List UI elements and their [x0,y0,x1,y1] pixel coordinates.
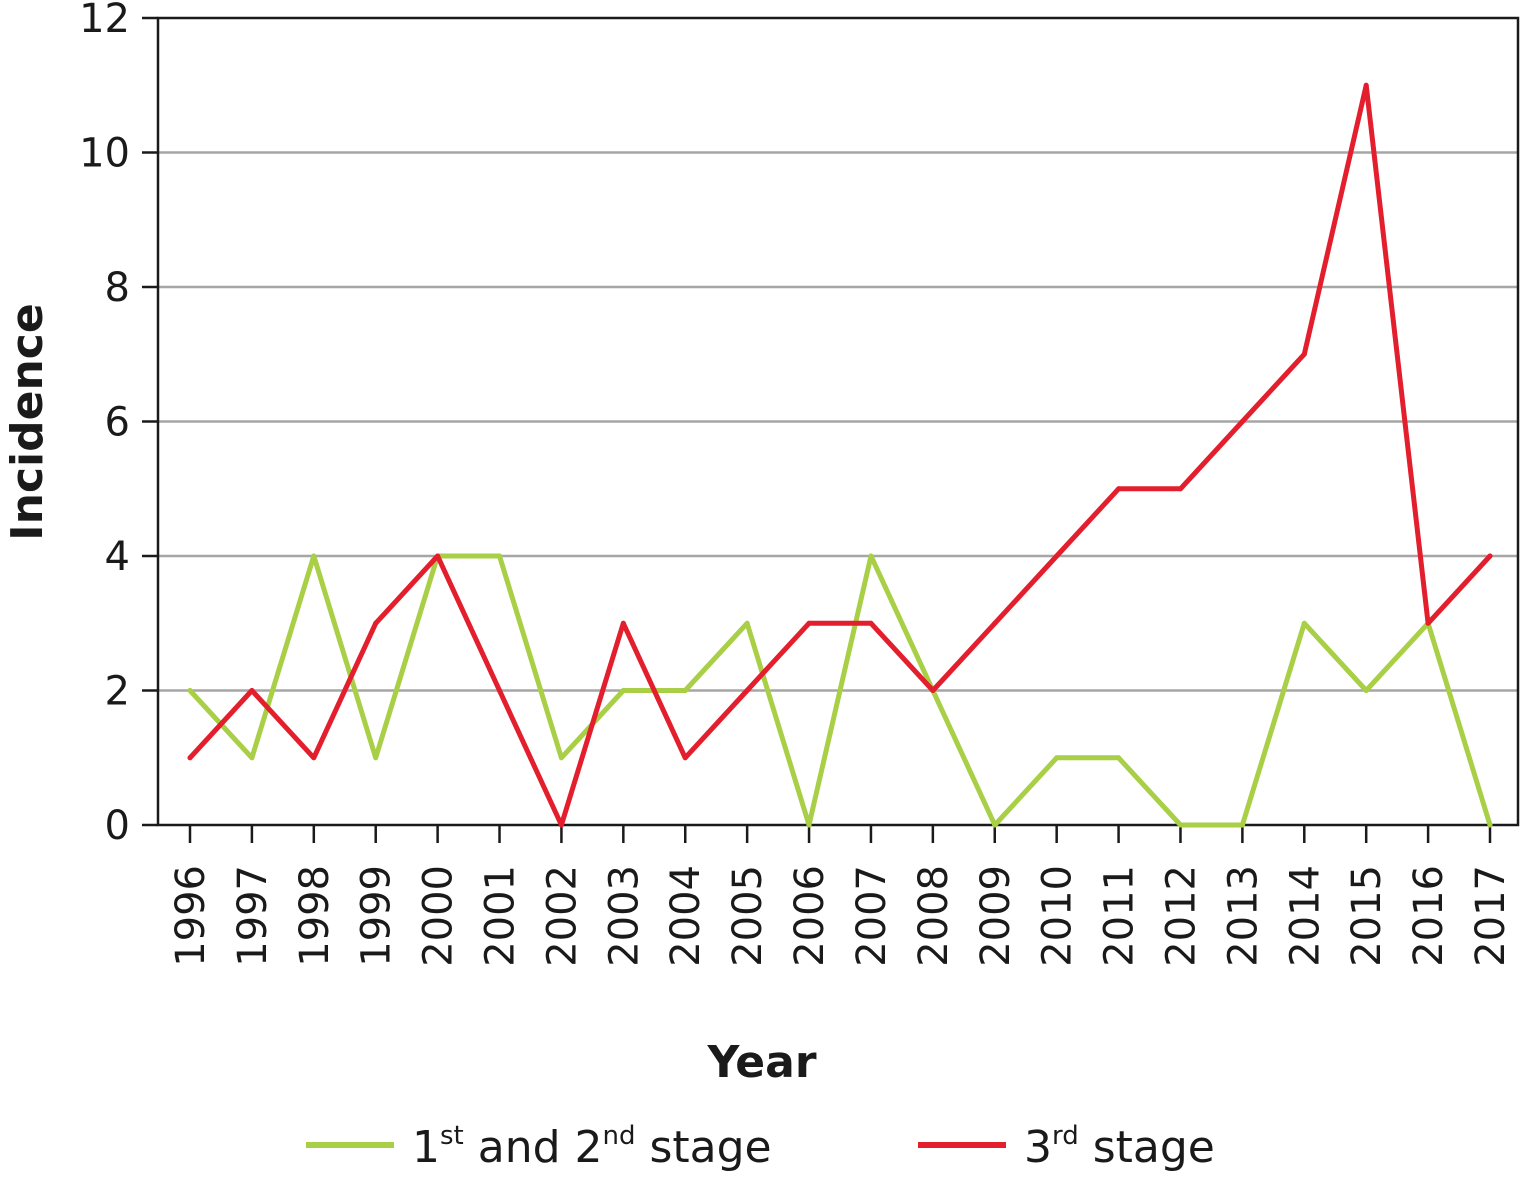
x-tick-label: 2000 [416,865,462,967]
series-2-point [435,553,441,559]
plot-frame [156,16,1520,827]
series-line-2 [187,82,1493,828]
x-tick-label: 2012 [1158,865,1204,967]
x-tick-label: 1996 [168,865,214,967]
x-axis-title: Year [706,1037,816,1088]
series-1-point [373,755,379,761]
series-1-point [1487,822,1493,828]
series-2-point [1054,553,1060,559]
legend-item-2: 3rd stage [918,1121,1215,1173]
series-2-point [558,822,564,828]
x-tick-label: 2001 [478,865,524,967]
series-1-point [806,822,812,828]
y-tick-label: 10 [79,131,130,177]
axes [142,16,1520,843]
y-axis-title: Incidence [2,303,53,540]
y-tick-label: 4 [105,534,130,580]
series-2-point [1116,486,1122,492]
x-tick-label: 2004 [663,865,709,967]
x-tick-label: 1997 [230,865,276,967]
x-tick-label: 2008 [911,865,957,967]
series-2-point [806,620,812,626]
series-2-point [744,688,750,693]
x-tick-label: 1998 [292,865,338,967]
gridlines [158,151,1518,692]
series-2-point [1301,351,1307,357]
series-2-point [930,688,936,693]
series-1-point [249,755,255,761]
series-2-point [992,620,998,626]
series-1-point [558,755,564,761]
series-1-point [311,553,317,559]
series-1-point [744,620,750,626]
series-line-1 [187,553,1493,828]
series-1-point [1239,822,1245,828]
x-tick-labels: 1996 1997 1998 1999 2000 2001 2002 2003 2004 2005… [168,865,1514,967]
series-2-point [249,688,255,693]
x-tick-label: 2002 [539,865,585,967]
y-tick-label: 12 [79,0,130,42]
x-tick-label: 2015 [1344,865,1390,967]
x-tick-label: 2007 [849,865,895,967]
x-tick-label: 2010 [1035,865,1081,967]
series-2-point [1487,553,1493,559]
x-tick-label: 2017 [1468,865,1514,967]
x-tick-label: 2009 [973,865,1019,967]
series-1-point [497,553,503,559]
y-tick-label: 6 [105,400,130,446]
x-tick-label: 2003 [601,865,647,967]
series-1-point [1054,755,1060,761]
series-1-point [1116,755,1122,761]
series-2-point [1239,419,1245,424]
series-1-point [1301,620,1307,626]
series-lines [187,82,1493,828]
series-2-point [373,620,379,626]
y-tick-label: 8 [105,265,130,311]
series-2-point [1363,82,1369,88]
y-tick-label: 2 [105,669,130,715]
series-2-point [682,755,688,761]
x-tick-label: 2005 [725,865,771,967]
series-2-point [187,755,193,761]
series-2-point [868,620,874,626]
series-2-point [620,620,626,626]
legend: 1st and 2nd stage 3rd stage [306,1121,1215,1173]
legend-label: 1st and 2nd stage [412,1121,772,1173]
series-1-point [868,553,874,559]
series-1-point [1363,688,1369,693]
series-1-point [187,688,193,693]
y-tick-labels: 0 2 4 6 8 10 12 [79,0,130,849]
series-1-point [1177,822,1183,828]
series-2-point [1177,486,1183,492]
x-tick-label: 1999 [354,865,400,967]
legend-label: 3rd stage [1024,1121,1215,1173]
series-1-point [992,822,998,828]
series-1-point [620,688,626,693]
x-tick-label: 2016 [1406,865,1452,967]
x-tick-label: 2013 [1220,865,1266,967]
series-2-point [311,755,317,761]
series-1-point [682,688,688,693]
x-tick-label: 2014 [1282,865,1328,967]
legend-item-1: 1st and 2nd stage [306,1121,772,1173]
x-tick-label: 2011 [1097,865,1143,967]
series-2-point [497,688,503,693]
series-2-point [1425,620,1431,626]
x-tick-label: 2006 [787,865,833,967]
y-tick-label: 0 [105,803,130,849]
